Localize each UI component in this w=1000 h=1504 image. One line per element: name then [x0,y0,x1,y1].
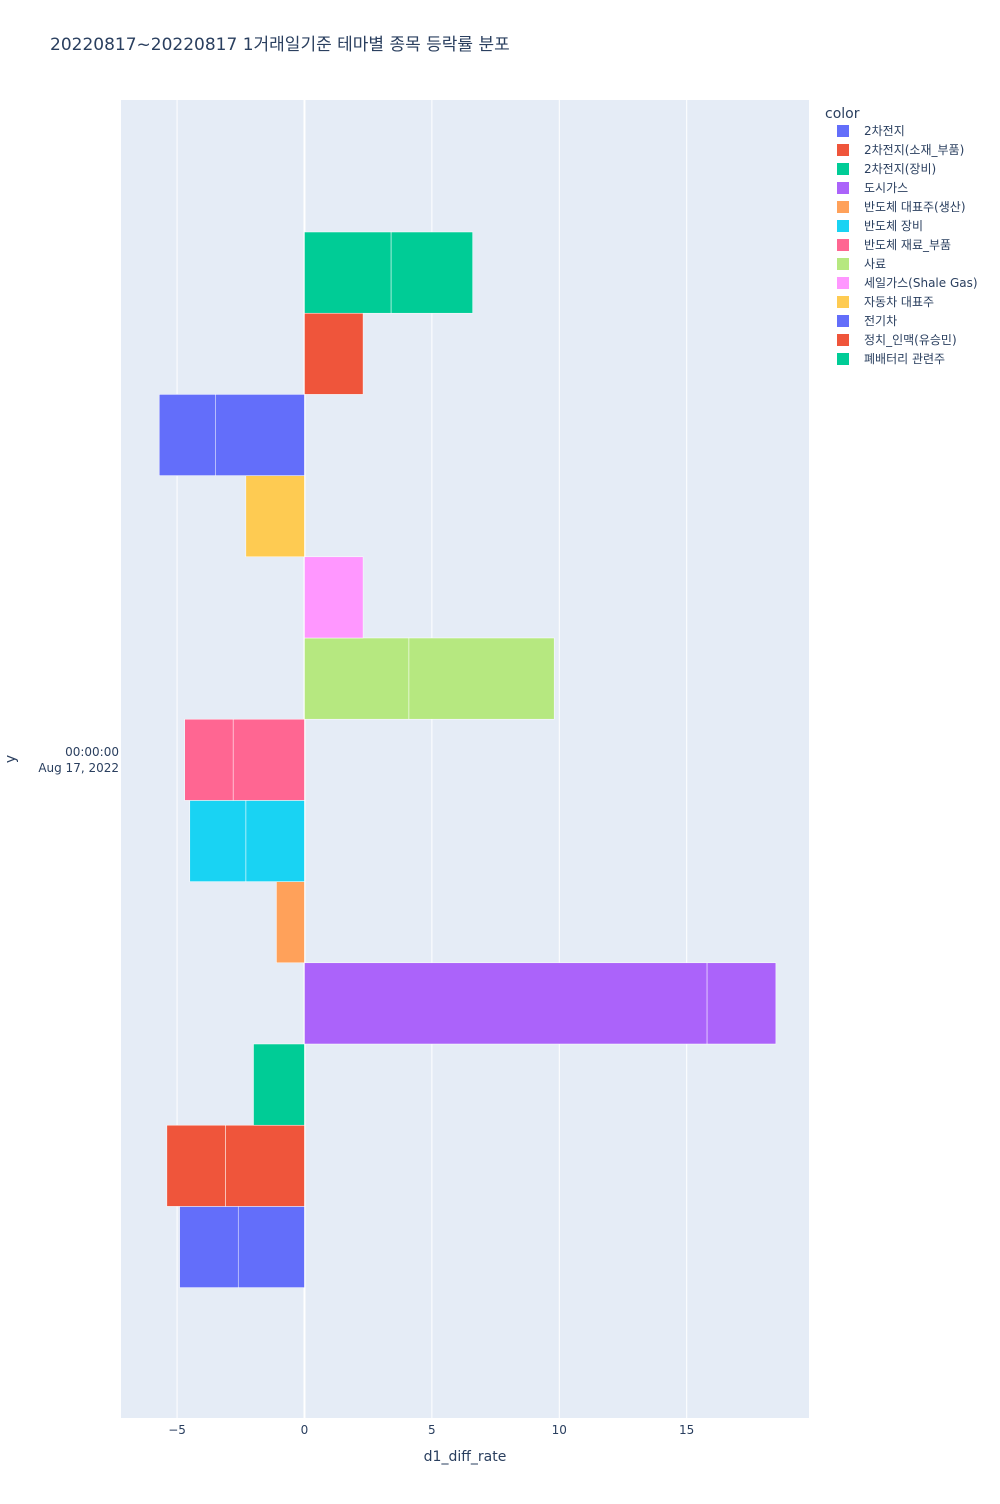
legend-label: 도시가스 [864,181,908,195]
bar-segment [706,962,777,1045]
legend-label: 전기차 [864,314,897,328]
legend-item[interactable]: 정치_인맥(유승민) [837,333,957,347]
bar-segment [408,637,555,720]
legend-item[interactable]: 사료 [837,257,886,271]
y-axis-title: y [3,755,19,763]
legend-swatch [837,125,849,137]
legend-item[interactable]: 2차전지(소재_부품) [837,143,964,157]
bar-segment [253,1043,305,1126]
legend-swatch [837,220,849,232]
y-tick-label-time: 00:00:00 [65,745,119,759]
bar-segment [215,394,305,476]
legend-swatch [837,353,849,365]
legend-swatch [837,182,849,194]
bar-segment [304,962,708,1045]
x-tick-label: 0 [301,1423,309,1437]
legend-label: 세일가스(Shale Gas) [864,276,978,290]
legend-label: 자동차 대표주 [864,295,934,309]
legend-swatch [837,163,849,175]
legend-swatch [837,201,849,213]
bar-segment [304,231,392,314]
bar-segment [184,718,234,801]
x-tick-label: −5 [168,1423,186,1437]
x-tick-label: 10 [552,1423,567,1437]
bar-segment [245,475,305,558]
bar-segment [158,394,216,476]
y-tick-label-date: Aug 17, 2022 [38,761,119,775]
legend-label: 반도체 재료_부품 [864,238,951,252]
bar-segment [237,1206,305,1288]
legend-label: 정치_인맥(유승민) [864,333,957,347]
legend-item[interactable]: 2차전지 [837,124,905,138]
legend-swatch [837,334,849,346]
bar-segment [166,1124,226,1207]
legend-label: 반도체 대표주(생산) [864,200,966,214]
bar-segment [225,1124,305,1207]
bar-segment [304,556,364,639]
bar-segment [189,800,247,882]
bar-segment [304,637,410,720]
legend-swatch [837,296,849,308]
legend-swatch [837,277,849,289]
bar-segment [232,718,305,801]
legend-swatch [837,239,849,251]
legend-label: 2차전지(장비) [864,162,936,176]
legend-item[interactable]: 반도체 장비 [837,219,923,233]
bar-segment [179,1206,239,1288]
legend-label: 반도체 장비 [864,219,923,233]
legend-item[interactable]: 자동차 대표주 [837,295,934,309]
bar-segment [304,312,364,395]
legend-item[interactable]: 2차전지(장비) [837,162,936,176]
legend-item[interactable]: 폐배터리 관련주 [837,352,945,366]
legend-label: 2차전지 [864,124,905,138]
bar-segment [245,800,305,882]
chart-title: 20220817~20220817 1거래일기준 테마별 종목 등락률 분포 [50,35,510,55]
x-tick-label: 5 [428,1423,436,1437]
legend-label: 2차전지(소재_부품) [864,143,964,157]
bar-segment [276,881,305,964]
x-tick-label: 15 [679,1423,694,1437]
legend-swatch [837,258,849,270]
legend-swatch [837,144,849,156]
x-axis-title: d1_diff_rate [424,1449,507,1465]
legend-item[interactable]: 반도체 대표주(생산) [837,200,966,214]
legend-label: 폐배터리 관련주 [864,352,945,366]
bar-segment [390,231,473,314]
legend-item[interactable]: 도시가스 [837,181,908,195]
legend-item[interactable]: 세일가스(Shale Gas) [837,276,978,290]
legend-label: 사료 [864,257,886,271]
legend-swatch [837,315,849,327]
legend-item[interactable]: 반도체 재료_부품 [837,238,951,252]
legend-item[interactable]: 전기차 [837,314,897,328]
legend-title: color [825,106,860,122]
